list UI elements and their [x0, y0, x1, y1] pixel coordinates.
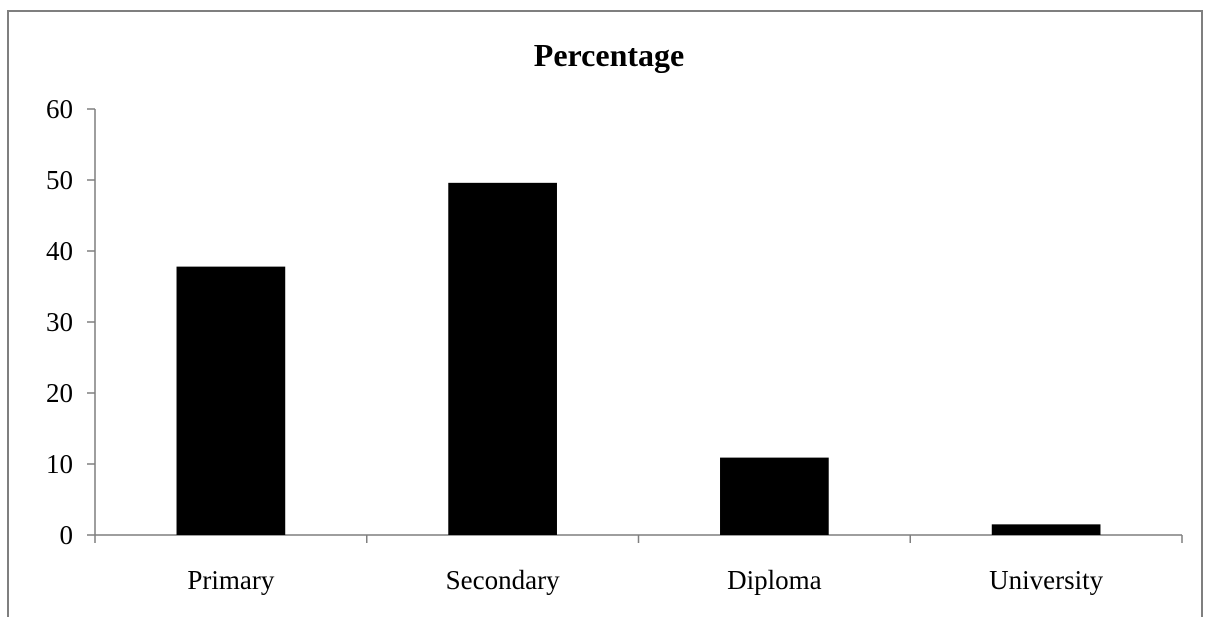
y-tick-label: 20: [46, 378, 73, 408]
y-axis-ticks: 0 10 20 30 40 50 60: [46, 94, 95, 550]
bar-diploma: [720, 457, 829, 535]
y-tick-label: 0: [60, 520, 74, 550]
x-axis-categories: Primary Secondary Diploma University: [94, 535, 1183, 595]
y-tick-label: 60: [46, 94, 73, 124]
y-tick-label: 10: [46, 449, 73, 479]
x-category-label: Secondary: [446, 565, 560, 595]
x-category-label: University: [989, 565, 1103, 595]
y-tick-label: 50: [46, 165, 73, 195]
chart-bars: [176, 182, 1101, 535]
y-tick-label: 40: [46, 236, 73, 266]
bar-secondary: [448, 182, 557, 535]
y-tick-label: 30: [46, 307, 73, 337]
x-category-label: Primary: [187, 565, 274, 595]
bar-university: [991, 524, 1101, 535]
bar-primary: [176, 266, 286, 535]
chart-title: Percentage: [534, 37, 684, 73]
x-category-label: Diploma: [727, 565, 822, 595]
